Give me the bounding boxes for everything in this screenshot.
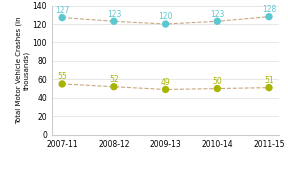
Boston region xyxy=(163,88,168,91)
Text: 52: 52 xyxy=(109,75,119,84)
Text: 51: 51 xyxy=(264,76,274,85)
Massachusetts xyxy=(267,15,271,18)
Text: 123: 123 xyxy=(107,10,121,19)
Text: 123: 123 xyxy=(210,10,225,19)
Boston region xyxy=(215,87,220,90)
Text: 49: 49 xyxy=(161,78,170,87)
Text: 55: 55 xyxy=(57,72,67,81)
Massachusetts xyxy=(215,20,220,23)
Text: 50: 50 xyxy=(213,77,222,86)
Y-axis label: Total Motor Vehicle Crashes (in
thousands): Total Motor Vehicle Crashes (in thousand… xyxy=(15,16,30,124)
Boston region xyxy=(267,86,271,89)
Massachusetts xyxy=(60,16,65,19)
Text: 120: 120 xyxy=(158,12,173,21)
Boston region xyxy=(60,82,65,85)
Text: 128: 128 xyxy=(262,5,276,14)
Massachusetts xyxy=(111,20,116,23)
Text: 127: 127 xyxy=(55,6,69,15)
Massachusetts xyxy=(163,23,168,26)
Boston region xyxy=(111,85,116,88)
